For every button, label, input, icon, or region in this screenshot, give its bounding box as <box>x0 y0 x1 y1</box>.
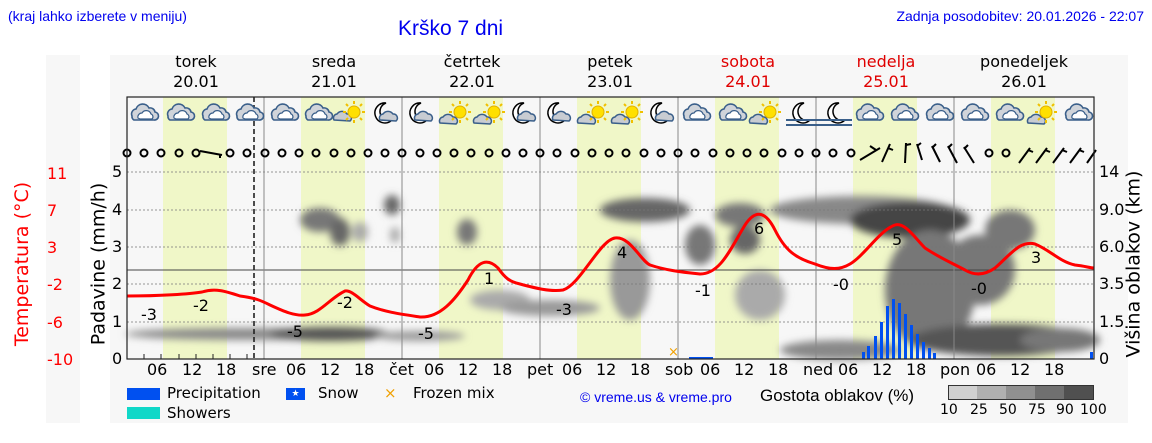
temp-label: 3 <box>1031 248 1041 267</box>
x-tick: 06 <box>838 360 859 379</box>
snow-icon: ★ <box>286 388 305 400</box>
cloud-tick: 9.0 <box>1099 200 1125 219</box>
weather-icons <box>130 100 1094 126</box>
cloud-tick: 3.5 <box>1099 274 1125 293</box>
temp-tick: 11 <box>47 164 68 183</box>
temp-labels: -3 -2 -5 -2 -5 1 -3 4 -1 6 -0 5 -0 3 <box>141 219 1041 343</box>
page-title: Krško 7 dni <box>398 17 504 40</box>
temp-axis-panel <box>46 55 80 423</box>
temp-tick: 7 <box>47 201 58 220</box>
x-tick: čet <box>389 360 414 379</box>
x-tick: sob <box>665 360 694 379</box>
precip-tick: 2 <box>112 274 123 293</box>
temp-label: -5 <box>418 324 434 343</box>
precip-tick: 4 <box>112 200 123 219</box>
temp-tick: -6 <box>47 313 63 332</box>
x-tick: 12 <box>872 360 893 379</box>
precip-tick: 5 <box>112 162 123 181</box>
temp-tick: -10 <box>47 350 74 369</box>
day-header: ponedeljek 26.01 <box>980 52 1068 91</box>
temp-label: 5 <box>892 230 902 249</box>
day-header-weekend: sobota 24.01 <box>720 52 776 91</box>
x-tick: 12 <box>596 360 617 379</box>
temp-label: -2 <box>193 296 209 315</box>
x-tick: pet <box>527 360 554 379</box>
temp-label: -1 <box>695 281 711 300</box>
day-header: sreda 21.01 <box>311 52 357 91</box>
temp-label: -5 <box>287 322 303 341</box>
x-tick: 06 <box>700 360 721 379</box>
x-tick: 18 <box>768 360 789 379</box>
x-tick: 18 <box>906 360 927 379</box>
cloud-tick: 6.0 <box>1099 237 1125 256</box>
precip-tick: 1 <box>112 312 123 331</box>
temp-label: 4 <box>617 243 627 262</box>
x-tick: 18 <box>354 360 375 379</box>
x-tick: 18 <box>492 360 513 379</box>
day-header-weekend: nedelja 25.01 <box>856 52 916 91</box>
precip-axis-label: Padavine (mm/h) <box>87 182 110 346</box>
x-tick: 06 <box>286 360 307 379</box>
day-header: torek 20.01 <box>173 52 219 91</box>
temp-axis-label: Temperatura (°C) <box>11 181 34 347</box>
cloud-tick: 0 <box>1099 349 1110 368</box>
temperature-line <box>126 212 1095 319</box>
x-tick: 12 <box>458 360 479 379</box>
x-tick: 06 <box>562 360 583 379</box>
x-tick: 06 <box>147 360 168 379</box>
temp-label: -3 <box>141 305 157 324</box>
x-tick: 12 <box>320 360 341 379</box>
temp-label: -0 <box>833 275 849 294</box>
precipitation-bars <box>689 299 1093 359</box>
x-tick: sre <box>252 360 277 379</box>
cloud-tick: 14 <box>1099 162 1120 181</box>
cloud-axis-label: Višina oblakov (km) <box>1122 170 1145 358</box>
temp-label: 1 <box>484 269 494 288</box>
precip-tick: 0 <box>112 349 123 368</box>
x-tick-marks <box>143 354 248 359</box>
temp-label: -0 <box>971 279 987 298</box>
cloud-density <box>125 195 1100 360</box>
grid-lines <box>127 171 1094 323</box>
temp-label: -2 <box>337 293 353 312</box>
last-update: Zadnja posodobitev: 20.01.2026 - 22:07 <box>896 8 1144 24</box>
frozen-mix-icon: × <box>384 384 397 402</box>
legend-showers: Showers <box>167 404 231 422</box>
temp-tick: 3 <box>47 238 58 257</box>
legend-snow: Snow <box>318 384 359 402</box>
temp-tick: -2 <box>47 275 63 294</box>
day-header: četrtek 22.01 <box>443 52 501 91</box>
x-tick: 06 <box>424 360 445 379</box>
legend-frozen-mix: Frozen mix <box>413 384 495 402</box>
day-header: petek 23.01 <box>587 52 633 91</box>
x-tick: 18 <box>1044 360 1065 379</box>
x-tick: ned <box>803 360 834 379</box>
frozen-mix-marker: × <box>668 345 679 360</box>
x-tick: 18 <box>630 360 651 379</box>
x-tick: 12 <box>734 360 755 379</box>
cloud-tick: 1.5 <box>1099 312 1125 331</box>
copyright-link[interactable]: © vreme.us & vreme.pro <box>580 389 732 405</box>
x-tick: 12 <box>1010 360 1031 379</box>
showers-swatch <box>127 407 160 419</box>
region-hint[interactable]: (kraj lahko izberete v meniju) <box>8 8 187 24</box>
temp-label: -3 <box>556 300 572 319</box>
x-tick: pon <box>940 360 971 379</box>
x-tick: 06 <box>976 360 997 379</box>
x-tick: 12 <box>182 360 203 379</box>
legend-precipitation: Precipitation <box>167 384 261 402</box>
cloud-density-label: Gostota oblakov (%) <box>760 386 915 405</box>
wind-symbols <box>122 142 1097 164</box>
temp-label: 6 <box>754 219 764 238</box>
x-tick: 18 <box>216 360 237 379</box>
precipitation-swatch <box>127 388 160 400</box>
precip-tick: 3 <box>112 237 123 256</box>
